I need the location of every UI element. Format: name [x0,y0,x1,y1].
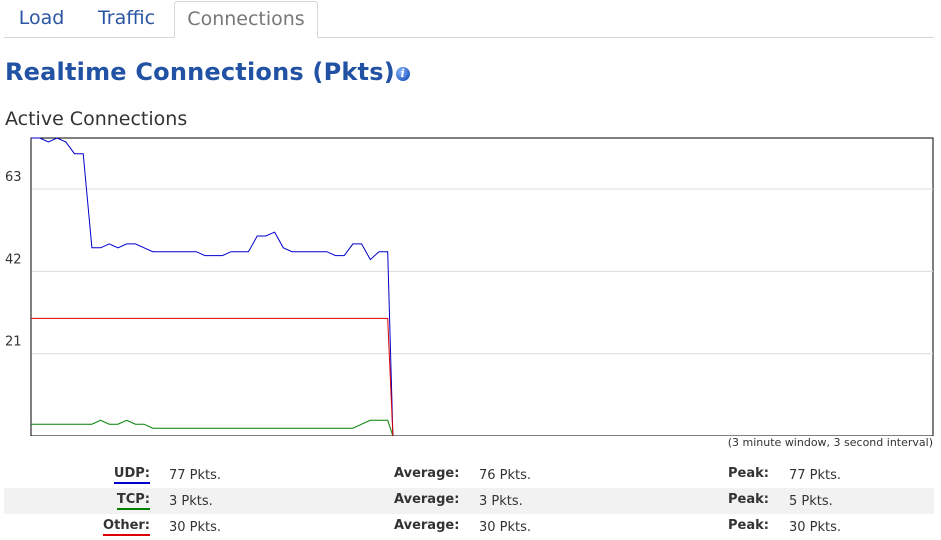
other-average-value: 30 Pkts. [479,520,532,535]
connections-chart: 21 42 63 [5,137,934,436]
stats-row-tcp: TCP: 3 Pkts. Average: 3 Pkts. Peak: 5 Pk… [4,488,934,514]
udp-peak-label: Peak: [728,466,769,481]
tab-traffic[interactable]: Traffic [97,7,156,29]
y-tick-label-42: 42 [5,252,22,267]
udp-label: UDP: [70,466,150,484]
series-line-tcp [31,419,394,436]
tcp-peak-value: 5 Pkts. [789,494,833,509]
tab-connections[interactable]: Connections [174,1,318,38]
chart-grid [32,188,933,355]
section-title: Active Connections [5,108,188,130]
page-title: Realtime Connections (Pkts) i [5,58,410,86]
tcp-average-label: Average: [394,492,460,507]
other-value: 30 Pkts. [169,520,222,535]
udp-average-value: 76 Pkts. [479,468,532,483]
tcp-peak-label: Peak: [728,492,769,507]
other-average-label: Average: [394,518,460,533]
series-line-udp [31,137,394,436]
other-label: Other: [70,518,150,536]
stats-row-other: Other: 30 Pkts. Average: 30 Pkts. Peak: … [4,514,934,540]
y-axis-ticks: 21 42 63 [5,170,22,350]
chart-frame [30,137,934,436]
info-icon[interactable]: i [395,67,410,81]
other-peak-label: Peak: [728,518,769,533]
chart-caption: (3 minute window, 3 second interval) [727,436,933,449]
tcp-label-text: TCP: [116,492,150,510]
y-tick-label-21: 21 [5,335,22,350]
series-line-other [31,317,394,436]
udp-label-text: UDP: [113,466,150,484]
tcp-label: TCP: [70,492,150,510]
other-peak-value: 30 Pkts. [789,520,842,535]
y-tick-label-63: 63 [5,170,22,185]
tab-bar: Load Traffic Connections [4,0,934,38]
stats-row-udp: UDP: 77 Pkts. Average: 76 Pkts. Peak: 77… [4,462,934,488]
udp-peak-value: 77 Pkts. [789,468,842,483]
tcp-average-value: 3 Pkts. [479,494,523,509]
udp-value: 77 Pkts. [169,468,222,483]
tcp-value: 3 Pkts. [169,494,213,509]
chart-series [31,137,394,436]
udp-average-label: Average: [394,466,460,481]
page-title-text: Realtime Connections (Pkts) [5,58,395,86]
tab-load[interactable]: Load [18,7,65,29]
other-label-text: Other: [103,518,150,536]
